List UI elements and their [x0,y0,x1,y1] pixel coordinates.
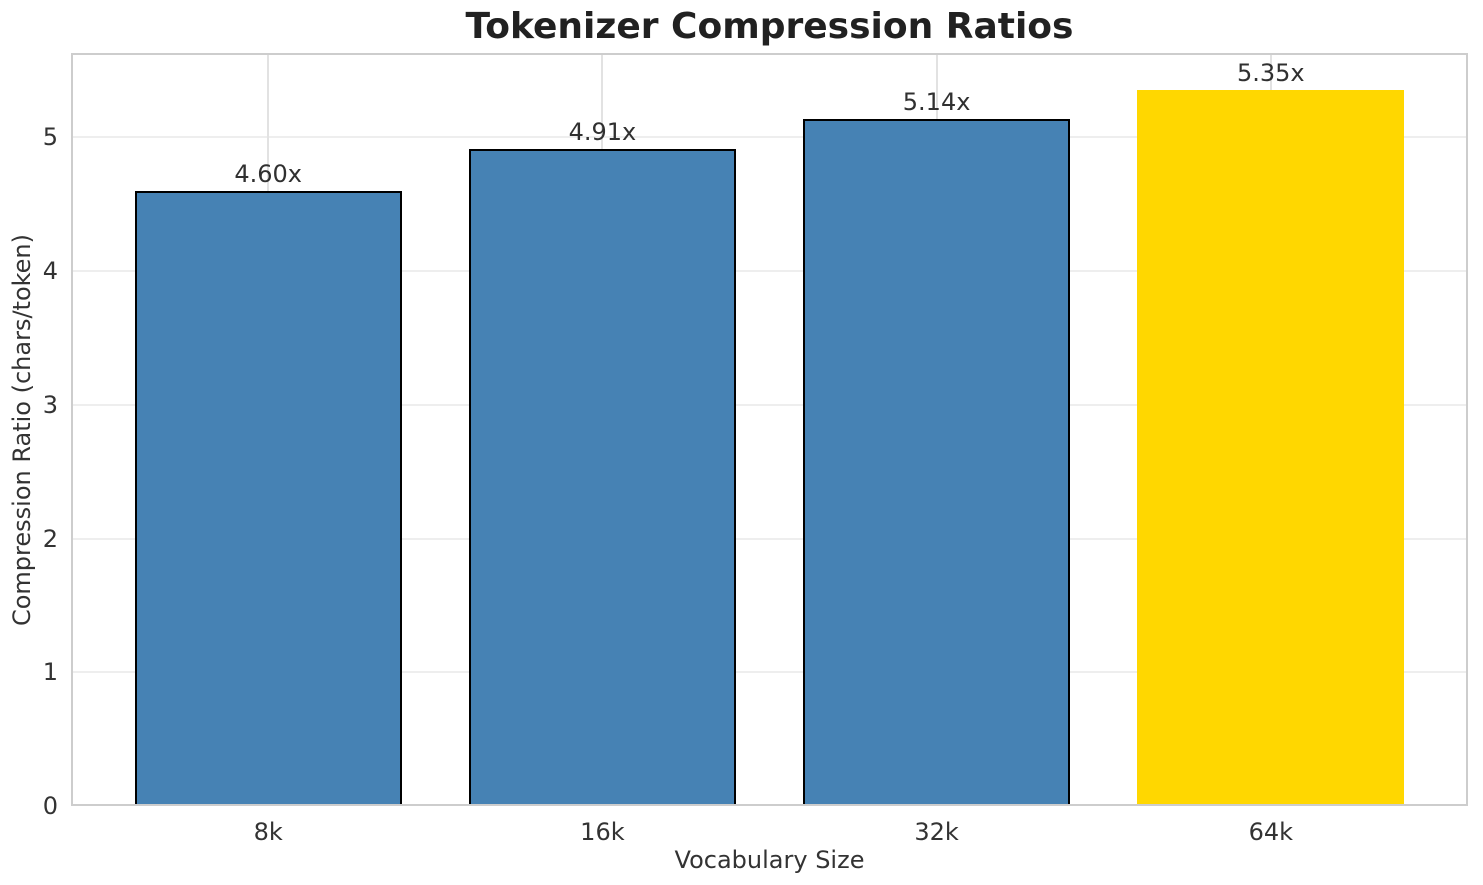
bar-32k [802,118,1071,806]
y-tick-label: 3 [42,390,58,419]
bar-value-label: 5.14x [902,87,971,116]
x-tick-label: 64k [1248,818,1294,846]
x-axis-label: Vocabulary Size [674,846,865,874]
bar-value-label: 4.91x [568,118,637,147]
gridline-horizontal [71,270,1468,272]
y-tick-label: 5 [42,123,58,152]
y-tick-label: 1 [42,658,58,687]
bar-value-label: 4.60x [234,159,302,188]
gridline-horizontal [71,136,1468,139]
x-tick-label: 16k [580,818,625,846]
x-tick-label: 8k [253,818,283,846]
bar-8k [134,190,402,806]
bar-value-label: 5.35x [1236,59,1305,88]
gridline-horizontal [71,671,1468,674]
plot-area: 4.60x 4.91x 5.14x 5.35x [71,53,1468,806]
bar-64k [1137,90,1405,806]
gridline-horizontal [71,537,1468,540]
bar-16k [468,149,737,806]
y-axis-label: Compression Ratio (chars/token) [8,233,36,627]
y-tick-label: 2 [42,524,58,553]
y-tick-label: 0 [42,792,58,820]
chart-title: Tokenizer Compression Ratios [465,6,1074,47]
gridline-horizontal [71,403,1468,406]
y-tick-label: 4 [42,257,58,285]
x-tick-label: 32k [914,818,959,846]
